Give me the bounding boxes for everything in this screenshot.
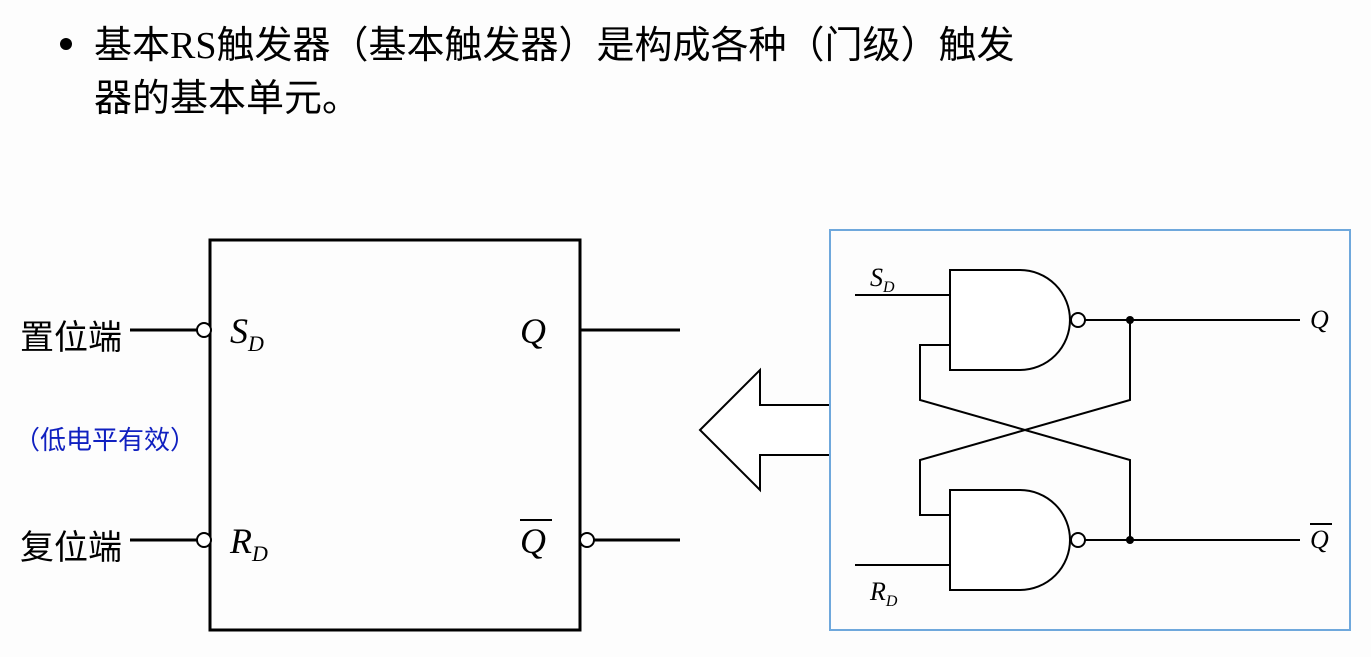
node-qbar [1126,536,1134,544]
block-rect [210,240,580,630]
label-Q: Q [520,311,546,351]
block-arrow [700,370,830,490]
circuit-label-S: SD [870,263,895,296]
diagram-svg: SD RD Q Q [0,0,1371,657]
block-symbol: SD RD Q Q [130,240,680,630]
nand-bot [950,490,1085,590]
nand-bot-bubble [1071,533,1085,547]
nand-top [950,270,1085,370]
bubble-rd [197,533,211,547]
label-R: RD [229,521,268,566]
label-S: SD [230,311,264,356]
label-Qbar-text: Q [520,521,546,561]
circuit-label-Qbar: Q [1310,525,1329,554]
bubble-sd [197,323,211,337]
circuit-label-R: RD [869,577,898,610]
circuit-border [830,230,1350,630]
node-q [1126,316,1134,324]
nand-top-bubble [1071,313,1085,327]
bubble-qbar [580,533,594,547]
circuit-label-Q: Q [1310,305,1329,334]
circuit: SD RD Q Q [830,230,1350,630]
